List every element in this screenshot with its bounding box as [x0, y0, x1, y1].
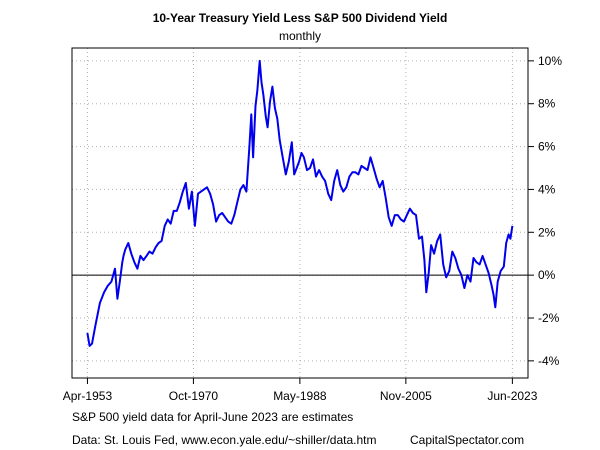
estimate-note: S&P 500 yield data for April-June 2023 a…: [72, 410, 354, 424]
source-note: Data: St. Louis Fed, www.econ.yale.edu/~…: [72, 433, 377, 447]
y-tick-label: 8%: [538, 97, 556, 111]
x-tick-label: Nov-2005: [380, 389, 432, 403]
chart-subtitle: monthly: [279, 29, 321, 43]
y-tick-label: 4%: [538, 182, 556, 196]
y-tick-label: -4%: [538, 354, 560, 368]
x-tick-label: May-1988: [273, 389, 327, 403]
y-tick-label: 10%: [538, 54, 562, 68]
y-tick-label: 0%: [538, 268, 556, 282]
y-tick-label: 2%: [538, 225, 556, 239]
brand-label: CapitalSpectator.com: [410, 433, 525, 447]
x-tick-label: Oct-1970: [169, 389, 219, 403]
chart-title: 10-Year Treasury Yield Less S&P 500 Divi…: [153, 11, 448, 25]
y-tick-label: -2%: [538, 311, 560, 325]
y-axis: 10% 8% 6% 4% 2% 0% -2% -4%: [528, 54, 562, 368]
x-axis: Apr-1953 Oct-1970 May-1988 Nov-2005 Jun-2023: [63, 378, 538, 403]
y-tick-label: 6%: [538, 140, 556, 154]
series-line: [86, 59, 514, 347]
gridlines: [72, 48, 528, 378]
x-tick-label: Jun-2023: [487, 389, 537, 403]
x-tick-label: Apr-1953: [63, 389, 113, 403]
